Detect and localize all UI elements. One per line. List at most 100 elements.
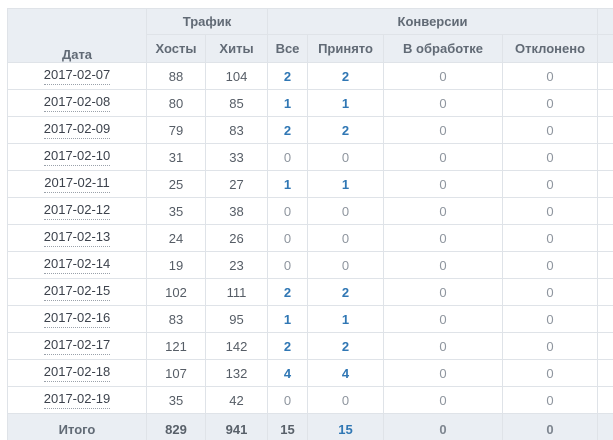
conversions-all-cell: 0 [267, 251, 308, 279]
hosts-cell: 88 [146, 62, 206, 90]
total-extra [597, 413, 613, 440]
conversions-rejected-cell: 0 [502, 89, 598, 117]
hosts-cell: 83 [146, 305, 206, 333]
hosts-cell: 121 [146, 332, 206, 360]
table-row: 2017-02-11 25 27 1 1 0 0 [7, 170, 613, 198]
total-conversions-inprogress: 0 [383, 413, 503, 440]
col-header-rejected: Отклонено [502, 34, 598, 63]
date-cell: 2017-02-11 [7, 170, 147, 198]
date-cell: 2017-02-14 [7, 251, 147, 279]
date-link[interactable]: 2017-02-07 [43, 68, 111, 85]
table-row: 2017-02-14 19 23 0 0 0 0 [7, 251, 613, 279]
date-link[interactable]: 2017-02-14 [43, 257, 111, 274]
extra-cell [597, 62, 613, 90]
table-row: 2017-02-08 80 85 1 1 0 0 [7, 89, 613, 117]
conversions-inprogress-cell: 0 [383, 62, 503, 90]
conversions-rejected-cell: 0 [502, 116, 598, 144]
conversions-rejected-cell: 0 [502, 251, 598, 279]
hosts-cell: 24 [146, 224, 206, 252]
table-row: 2017-02-10 31 33 0 0 0 0 [7, 143, 613, 171]
conversions-rejected-cell: 0 [502, 170, 598, 198]
conversions-accepted-cell: 0 [307, 224, 384, 252]
conversions-inprogress-cell: 0 [383, 89, 503, 117]
hosts-cell: 35 [146, 386, 206, 414]
conversions-all-cell: 0 [267, 197, 308, 225]
hosts-cell: 19 [146, 251, 206, 279]
conversions-inprogress-cell: 0 [383, 224, 503, 252]
hits-cell: 142 [205, 332, 268, 360]
table-row: 2017-02-07 88 104 2 2 0 0 [7, 62, 613, 90]
col-header-hosts: Хосты [146, 34, 206, 63]
conversions-all-cell: 1 [267, 305, 308, 333]
col-header-hits: Хиты [205, 34, 268, 63]
total-hosts: 829 [146, 413, 206, 440]
table-row: 2017-02-16 83 95 1 1 0 0 [7, 305, 613, 333]
date-link[interactable]: 2017-02-15 [43, 284, 111, 301]
table-header: Дата Трафик Конверсии Хосты Хиты Все При… [7, 8, 613, 63]
hosts-cell: 25 [146, 170, 206, 198]
date-link[interactable]: 2017-02-17 [43, 338, 111, 355]
table-row: 2017-02-09 79 83 2 2 0 0 [7, 116, 613, 144]
date-link[interactable]: 2017-02-08 [43, 95, 111, 112]
date-cell: 2017-02-17 [7, 332, 147, 360]
date-cell: 2017-02-13 [7, 224, 147, 252]
date-link[interactable]: 2017-02-18 [43, 365, 111, 382]
col-header-inprogress: В обработке [383, 34, 503, 63]
date-link[interactable]: 2017-02-12 [43, 203, 111, 220]
total-conversions-rejected: 0 [502, 413, 598, 440]
date-link[interactable]: 2017-02-10 [43, 149, 111, 166]
col-header-date: Дата [7, 8, 147, 63]
conversions-all-cell: 0 [267, 143, 308, 171]
hits-cell: 26 [205, 224, 268, 252]
extra-cell [597, 224, 613, 252]
conversions-rejected-cell: 0 [502, 197, 598, 225]
date-cell: 2017-02-12 [7, 197, 147, 225]
total-row: Итого 829 941 15 15 0 0 [7, 413, 613, 440]
stats-table-wrap: Дата Трафик Конверсии Хосты Хиты Все При… [7, 8, 613, 440]
date-link[interactable]: 2017-02-11 [44, 176, 110, 193]
total-conversions-accepted: 15 [307, 413, 384, 440]
date-cell: 2017-02-08 [7, 89, 147, 117]
conversions-rejected-cell: 0 [502, 305, 598, 333]
hosts-cell: 31 [146, 143, 206, 171]
hits-cell: 38 [205, 197, 268, 225]
conversions-all-cell: 2 [267, 62, 308, 90]
conversions-rejected-cell: 0 [502, 386, 598, 414]
hits-cell: 23 [205, 251, 268, 279]
conversions-inprogress-cell: 0 [383, 116, 503, 144]
date-link[interactable]: 2017-02-16 [43, 311, 111, 328]
conversions-all-cell: 4 [267, 359, 308, 387]
conversions-accepted-cell: 0 [307, 197, 384, 225]
conversions-inprogress-cell: 0 [383, 278, 503, 306]
conversions-inprogress-cell: 0 [383, 332, 503, 360]
conversions-all-cell: 2 [267, 278, 308, 306]
conversions-accepted-cell: 2 [307, 62, 384, 90]
table-footer: Итого 829 941 15 15 0 0 [7, 413, 613, 440]
table-row: 2017-02-12 35 38 0 0 0 0 [7, 197, 613, 225]
extra-cell [597, 359, 613, 387]
conversions-rejected-cell: 0 [502, 224, 598, 252]
table-row: 2017-02-15 102 111 2 2 0 0 [7, 278, 613, 306]
date-link[interactable]: 2017-02-13 [43, 230, 111, 247]
conversions-inprogress-cell: 0 [383, 305, 503, 333]
date-link[interactable]: 2017-02-09 [43, 122, 111, 139]
header-sub-row: Хосты Хиты Все Принято В обработке Откло… [8, 34, 613, 63]
total-hits: 941 [205, 413, 268, 440]
hits-cell: 132 [205, 359, 268, 387]
conversions-inprogress-cell: 0 [383, 197, 503, 225]
extra-cell [597, 278, 613, 306]
conversions-inprogress-cell: 0 [383, 170, 503, 198]
hits-cell: 104 [205, 62, 268, 90]
extra-cell [597, 332, 613, 360]
date-link[interactable]: 2017-02-19 [43, 392, 111, 409]
extra-cell [597, 89, 613, 117]
extra-cell [597, 197, 613, 225]
col-header-accepted: Принято [307, 34, 384, 63]
table-row: 2017-02-18 107 132 4 4 0 0 [7, 359, 613, 387]
date-cell: 2017-02-10 [7, 143, 147, 171]
hits-cell: 42 [205, 386, 268, 414]
hosts-cell: 79 [146, 116, 206, 144]
conversions-inprogress-cell: 0 [383, 386, 503, 414]
hosts-cell: 102 [146, 278, 206, 306]
